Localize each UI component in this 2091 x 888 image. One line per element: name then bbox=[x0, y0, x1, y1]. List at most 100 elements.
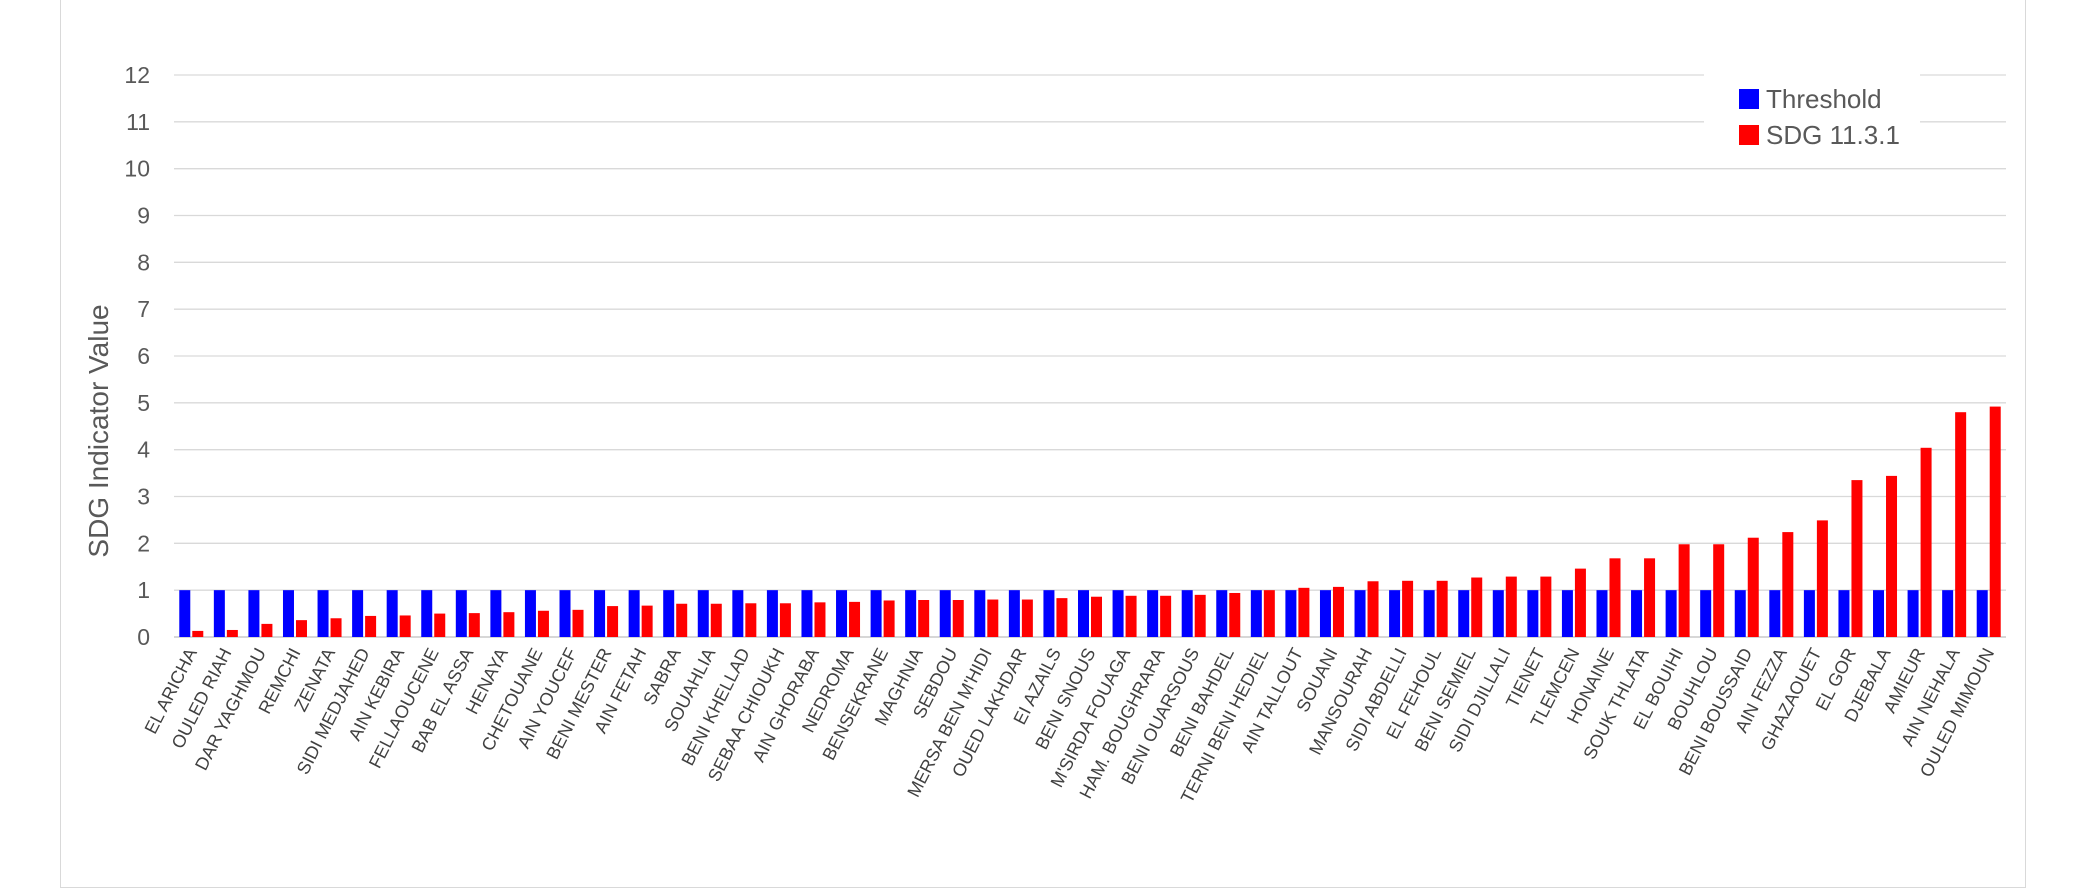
threshold-bar bbox=[1354, 590, 1366, 637]
threshold-bar bbox=[1769, 590, 1781, 637]
sdg-bar bbox=[1091, 596, 1102, 637]
threshold-bar bbox=[1838, 590, 1850, 637]
legend: Threshold SDG 11.3.1 bbox=[1704, 68, 1920, 158]
sdg-bar bbox=[261, 623, 273, 637]
sdg-bar bbox=[537, 610, 549, 637]
sdg-bar bbox=[1021, 599, 1033, 637]
sdg-bar bbox=[987, 599, 999, 637]
sdg-bar bbox=[745, 603, 757, 637]
threshold-bar bbox=[1631, 590, 1643, 637]
y-tick-label: 8 bbox=[137, 249, 150, 275]
sdg-bar bbox=[779, 603, 791, 637]
sdg-bar bbox=[295, 620, 307, 637]
sdg-bar bbox=[1678, 544, 1690, 637]
threshold-bar bbox=[1285, 590, 1297, 637]
sdg-bar bbox=[1644, 558, 1656, 637]
sdg-bar bbox=[607, 606, 619, 637]
y-axis-title: SDG Indicator Value bbox=[83, 304, 114, 557]
sdg-bar bbox=[1816, 520, 1828, 637]
y-tick-label: 0 bbox=[137, 624, 150, 650]
threshold-bar bbox=[732, 590, 744, 637]
threshold-bar bbox=[1043, 590, 1055, 637]
threshold-bar bbox=[317, 590, 329, 637]
threshold-bar bbox=[766, 590, 778, 637]
sdg-bar bbox=[849, 601, 861, 637]
threshold-bar bbox=[1147, 590, 1159, 637]
threshold-bar bbox=[1803, 590, 1815, 637]
sdg-bar bbox=[1298, 587, 1310, 637]
y-tick-label: 4 bbox=[137, 437, 150, 463]
threshold-bar bbox=[455, 590, 467, 637]
threshold-bar bbox=[1423, 590, 1435, 637]
sdg-bar bbox=[1574, 568, 1586, 637]
legend-label-sdg: SDG 11.3.1 bbox=[1766, 120, 1900, 150]
sdg-bar bbox=[952, 600, 964, 637]
sdg-bar bbox=[918, 600, 930, 637]
sdg-bar bbox=[1747, 537, 1759, 637]
threshold-bar bbox=[628, 590, 640, 637]
y-tick-label: 12 bbox=[124, 62, 150, 88]
sdg-bar bbox=[641, 605, 653, 637]
threshold-bar bbox=[939, 590, 951, 637]
threshold-bar bbox=[213, 590, 225, 637]
y-tick-label: 9 bbox=[137, 203, 150, 229]
sdg-bar bbox=[1989, 406, 2001, 637]
threshold-bar bbox=[1734, 590, 1746, 637]
sdg-bar bbox=[1263, 590, 1275, 637]
y-tick-label: 2 bbox=[137, 530, 150, 556]
threshold-bar bbox=[974, 590, 986, 637]
sdg-bar bbox=[883, 600, 895, 637]
threshold-bar bbox=[1561, 590, 1573, 637]
gridlines bbox=[174, 74, 2006, 638]
threshold-bar bbox=[1078, 590, 1089, 637]
threshold-bar bbox=[594, 590, 606, 637]
threshold-bar bbox=[905, 590, 917, 637]
legend-swatch-threshold bbox=[1739, 89, 1759, 109]
sdg-bar bbox=[1609, 558, 1621, 637]
threshold-bar bbox=[1596, 590, 1608, 637]
threshold-bar bbox=[1976, 590, 1988, 637]
sdg-bar bbox=[1125, 595, 1137, 637]
threshold-bar bbox=[1112, 590, 1124, 637]
sdg-bar bbox=[1160, 595, 1172, 637]
threshold-bar bbox=[524, 590, 536, 637]
threshold-bar bbox=[1873, 590, 1885, 637]
sdg-bar bbox=[192, 630, 204, 637]
sdg-bar bbox=[814, 602, 826, 637]
sdg-bar bbox=[503, 612, 515, 637]
threshold-bar bbox=[490, 590, 502, 637]
threshold-bar bbox=[1250, 590, 1262, 637]
sdg-bar bbox=[1367, 581, 1379, 637]
sdg-bar bbox=[572, 609, 584, 637]
sdg-bar bbox=[1471, 577, 1483, 637]
threshold-bar bbox=[248, 590, 260, 637]
sdg-bar bbox=[1402, 580, 1414, 637]
threshold-bar bbox=[1216, 590, 1228, 637]
threshold-bar bbox=[1942, 590, 1954, 637]
threshold-bar bbox=[663, 590, 675, 637]
threshold-bar bbox=[836, 590, 848, 637]
bars bbox=[179, 406, 2001, 637]
threshold-bar bbox=[1319, 590, 1331, 637]
threshold-bar bbox=[1492, 590, 1504, 637]
sdg-bar bbox=[330, 618, 342, 637]
legend-swatch-sdg bbox=[1739, 125, 1759, 145]
sdg-bar bbox=[1886, 475, 1898, 637]
y-tick-label: 10 bbox=[124, 156, 150, 182]
threshold-bar bbox=[1181, 590, 1193, 637]
sdg-bar bbox=[1194, 594, 1206, 637]
y-tick-label: 3 bbox=[137, 484, 150, 510]
sdg-bar bbox=[676, 603, 688, 637]
sdg-bar bbox=[1505, 576, 1517, 637]
y-tick-label: 11 bbox=[126, 109, 150, 135]
threshold-bar bbox=[1008, 590, 1020, 637]
y-tick-label: 7 bbox=[137, 296, 150, 322]
sdg-bar bbox=[1955, 412, 1967, 637]
sdg-bar bbox=[1713, 544, 1725, 637]
sdg-bar bbox=[1782, 532, 1794, 637]
sdg-bar bbox=[1540, 576, 1552, 637]
y-tick-label: 1 bbox=[137, 577, 150, 603]
threshold-bar bbox=[1665, 590, 1677, 637]
chart-area bbox=[60, 0, 2026, 888]
